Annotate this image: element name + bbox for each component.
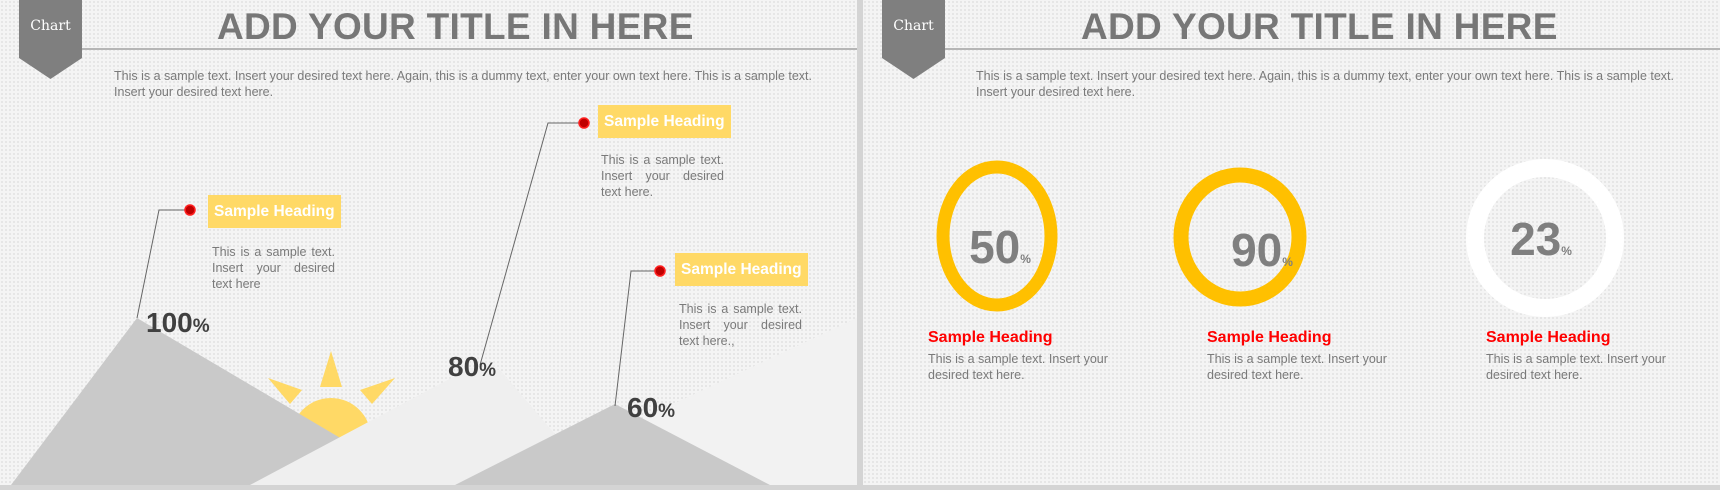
ring-90 — [1173, 167, 1307, 307]
intro-text: This is a sample text. Insert your desir… — [114, 69, 812, 99]
percent-label-80: 80% — [448, 351, 497, 382]
callout-text: This is a sample text. Insert your desir… — [212, 245, 335, 291]
ring-23 — [1466, 159, 1624, 317]
ring-text: This is a sample text. Insert your desir… — [928, 352, 1108, 382]
ring-50 — [936, 160, 1058, 312]
callout-text: This is a sample text. Insert your desir… — [679, 302, 802, 348]
connector-line — [136, 209, 190, 319]
ring-value-90: 90% — [1231, 224, 1293, 276]
ring-value-50: 50% — [969, 221, 1031, 273]
slide-mountains: Chart ADD YOUR TITLE IN HERE This is a s… — [0, 0, 857, 485]
marker-dot-icon — [578, 117, 590, 129]
page-title: ADD YOUR TITLE IN HERE — [217, 6, 694, 47]
title-divider — [945, 48, 1720, 50]
connector-line — [479, 122, 584, 366]
mountain-100 — [11, 318, 420, 485]
marker-dot-icon — [184, 204, 196, 216]
ribbon-label: Chart — [893, 18, 934, 34]
ring-text: This is a sample text. Insert your desir… — [1486, 352, 1666, 382]
ribbon-label: Chart — [30, 18, 71, 34]
chart-ribbon-icon — [882, 0, 945, 79]
ring-heading: Sample Heading — [1486, 329, 1611, 346]
mountain-illustration — [11, 117, 857, 485]
title-divider — [82, 48, 857, 50]
mountain-80 — [250, 368, 600, 485]
ring-value-23: 23% — [1510, 213, 1572, 265]
ring-heading: Sample Heading — [1207, 329, 1332, 346]
percent-label-60: 60% — [627, 392, 676, 423]
marker-dot-icon — [654, 265, 666, 277]
mountain-60 — [455, 404, 770, 485]
intro-text: This is a sample text. Insert your desir… — [976, 69, 1674, 99]
callout-text: This is a sample text. Insert your desir… — [601, 153, 724, 199]
ring-heading: Sample Heading — [928, 329, 1053, 346]
rings — [936, 159, 1624, 317]
page-title: ADD YOUR TITLE IN HERE — [1081, 6, 1558, 47]
callout-heading: Sample Heading — [675, 253, 808, 286]
chart-ribbon-icon — [19, 0, 82, 79]
percent-label-100: 100% — [146, 307, 210, 338]
callout-heading: Sample Heading — [208, 195, 341, 228]
callout-heading: Sample Heading — [598, 105, 731, 138]
slide-rings: Chart ADD YOUR TITLE IN HERE This is a s… — [863, 0, 1720, 485]
ring-text: This is a sample text. Insert your desir… — [1207, 352, 1387, 382]
connector-line — [614, 270, 660, 407]
